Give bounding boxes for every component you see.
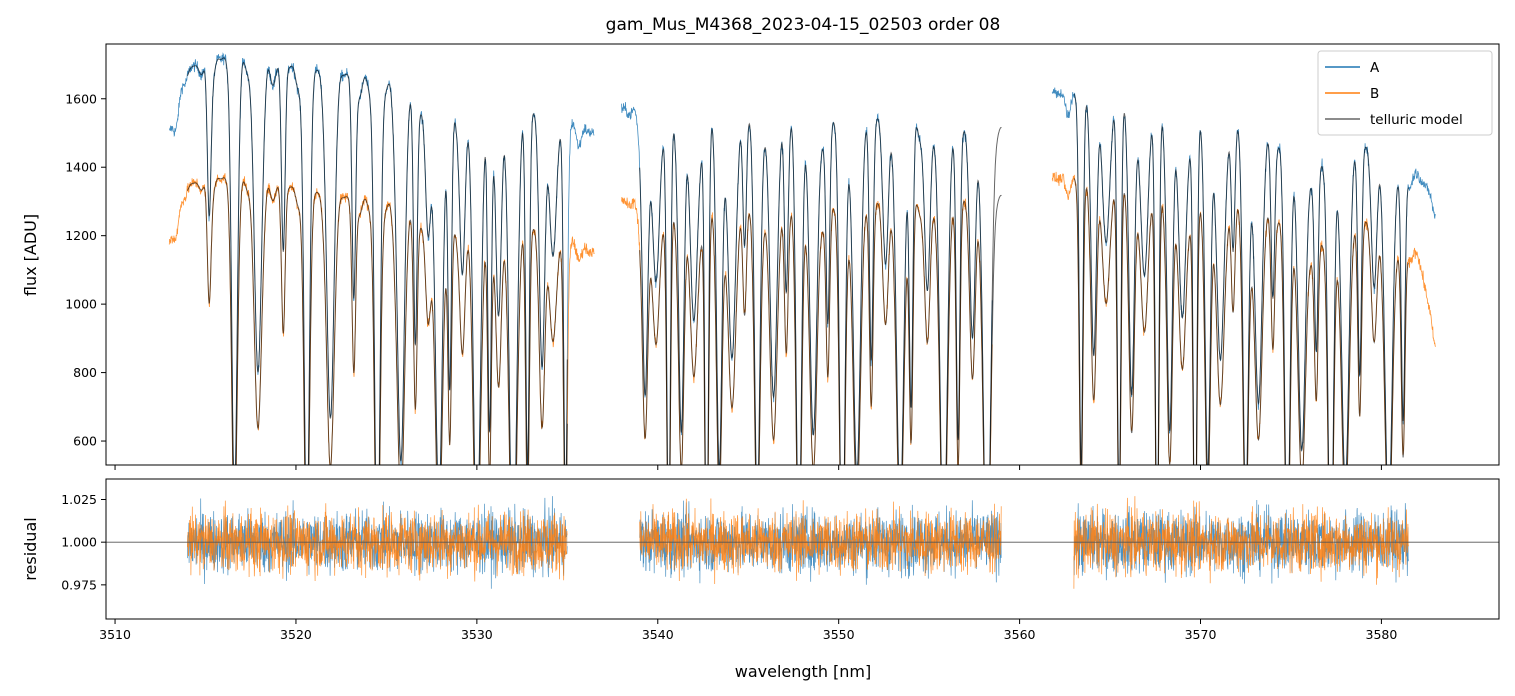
telluric-model-line-b-segment-3 [1073, 178, 1409, 465]
flux-y-tick-label: 1200 [65, 228, 97, 243]
residual-series-b-segment-2 [639, 498, 1002, 585]
flux-y-tick-label: 1000 [65, 297, 97, 312]
flux-y-tick-label: 800 [73, 365, 97, 380]
residual-y-tick-label: 1.000 [61, 535, 97, 550]
residual-y-tick-label: 0.975 [61, 577, 97, 592]
telluric-model-line-b-segment-2 [639, 194, 1002, 465]
residual-x-ticks: 3510 3520 3530 3540 3550 3560 3570 3580 [99, 619, 1397, 642]
flux-y-tick-label: 1600 [65, 91, 97, 106]
x-tick-label: 3560 [1004, 627, 1036, 642]
telluric-model-line-a-segment-1 [186, 57, 568, 465]
residual-y-ticks: 0.975 1.000 1.025 [61, 492, 106, 592]
legend: A B telluric model [1317, 50, 1493, 136]
x-tick-label: 3530 [461, 627, 493, 642]
flux-plot-area [168, 52, 1436, 465]
residual-series-b-segment-1 [187, 500, 568, 582]
telluric-model-line-b-segment-1 [186, 177, 568, 465]
residual-plot-area [106, 496, 1499, 589]
legend-label-a: A [1370, 60, 1380, 76]
x-tick-label: 3510 [99, 627, 131, 642]
x-tick-label: 3550 [823, 627, 855, 642]
residual-axes-frame [105, 478, 1500, 620]
x-tick-label: 3570 [1185, 627, 1217, 642]
flux-y-tick-label: 1400 [65, 160, 97, 175]
telluric-model-line-a-segment-3 [1073, 93, 1409, 465]
x-tick-label: 3580 [1366, 627, 1398, 642]
legend-label-telluric: telluric model [1370, 112, 1463, 128]
x-axis-label: wavelength [nm] [735, 662, 872, 681]
flux-axes-frame [105, 43, 1500, 466]
residual-y-tick-label: 1.025 [61, 492, 97, 507]
legend-label-b: B [1370, 86, 1379, 102]
flux-y-ticks: 600 800 1000 1200 1400 1600 [65, 91, 106, 449]
flux-y-tick-label: 600 [73, 434, 97, 449]
x-tick-label: 3540 [642, 627, 674, 642]
residual-series-b-segment-3 [1073, 496, 1409, 589]
flux-x-ticks [114, 465, 1382, 470]
residual-y-axis-label: residual [21, 517, 40, 580]
flux-y-axis-label: flux [ADU] [21, 214, 40, 296]
legend-box [1317, 50, 1493, 136]
x-tick-label: 3520 [280, 627, 312, 642]
chart-title: gam_Mus_M4368_2023-04-15_02503 order 08 [606, 15, 1001, 35]
